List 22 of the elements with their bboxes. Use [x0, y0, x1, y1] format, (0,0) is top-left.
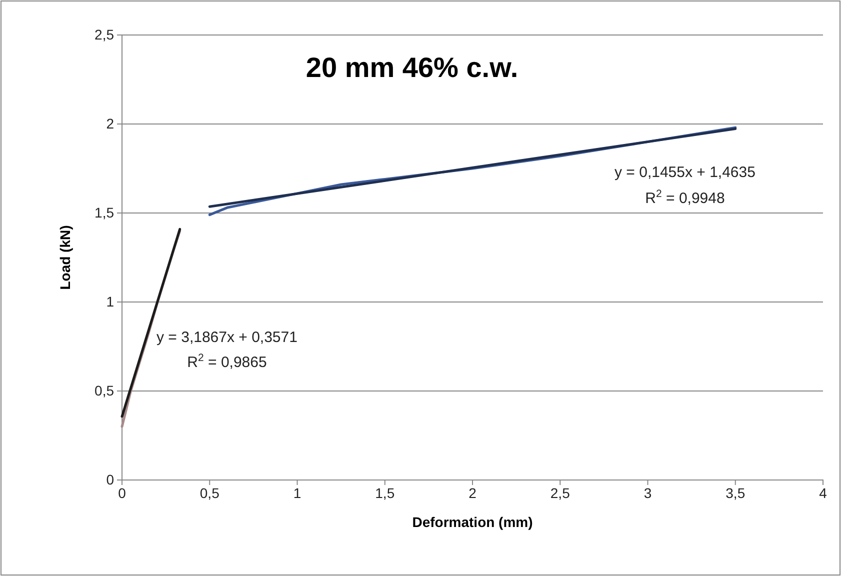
y-tick-label: 0 [106, 471, 114, 488]
annotation: y = 3,1867x + 0,3571 [156, 329, 298, 346]
annotation: y = 0,1455x + 1,4635 [614, 164, 756, 181]
annotation: R$^{2}$ = 0,9865 [187, 352, 267, 371]
x-tick-label: 4 [819, 484, 828, 501]
y-tick-label: 1 [106, 293, 114, 310]
x-axis-title: Deformation (mm) [412, 514, 533, 530]
x-tick-label: 1,5 [375, 484, 395, 501]
y-axis-title: Load (kN) [57, 225, 73, 290]
x-tick-label: 1 [293, 484, 302, 501]
x-tick-label: 2 [468, 484, 477, 501]
y-tick-label: 1,5 [94, 204, 114, 220]
text: 20 mm 46% c.w. [306, 52, 518, 83]
y-tick-label: 2,5 [94, 26, 114, 42]
y-tick-label: 2 [106, 115, 114, 132]
x-tick-label: 2,5 [550, 484, 570, 501]
x-tick-label: 3,5 [726, 484, 746, 501]
x-tick-label: 0,5 [200, 484, 220, 501]
x-tick-label: 0 [118, 484, 126, 501]
y-tick-label: 0,5 [94, 382, 114, 398]
annotation: R$^{2}$ = 0,9948 [645, 188, 725, 207]
x-tick-label: 3 [644, 484, 652, 501]
